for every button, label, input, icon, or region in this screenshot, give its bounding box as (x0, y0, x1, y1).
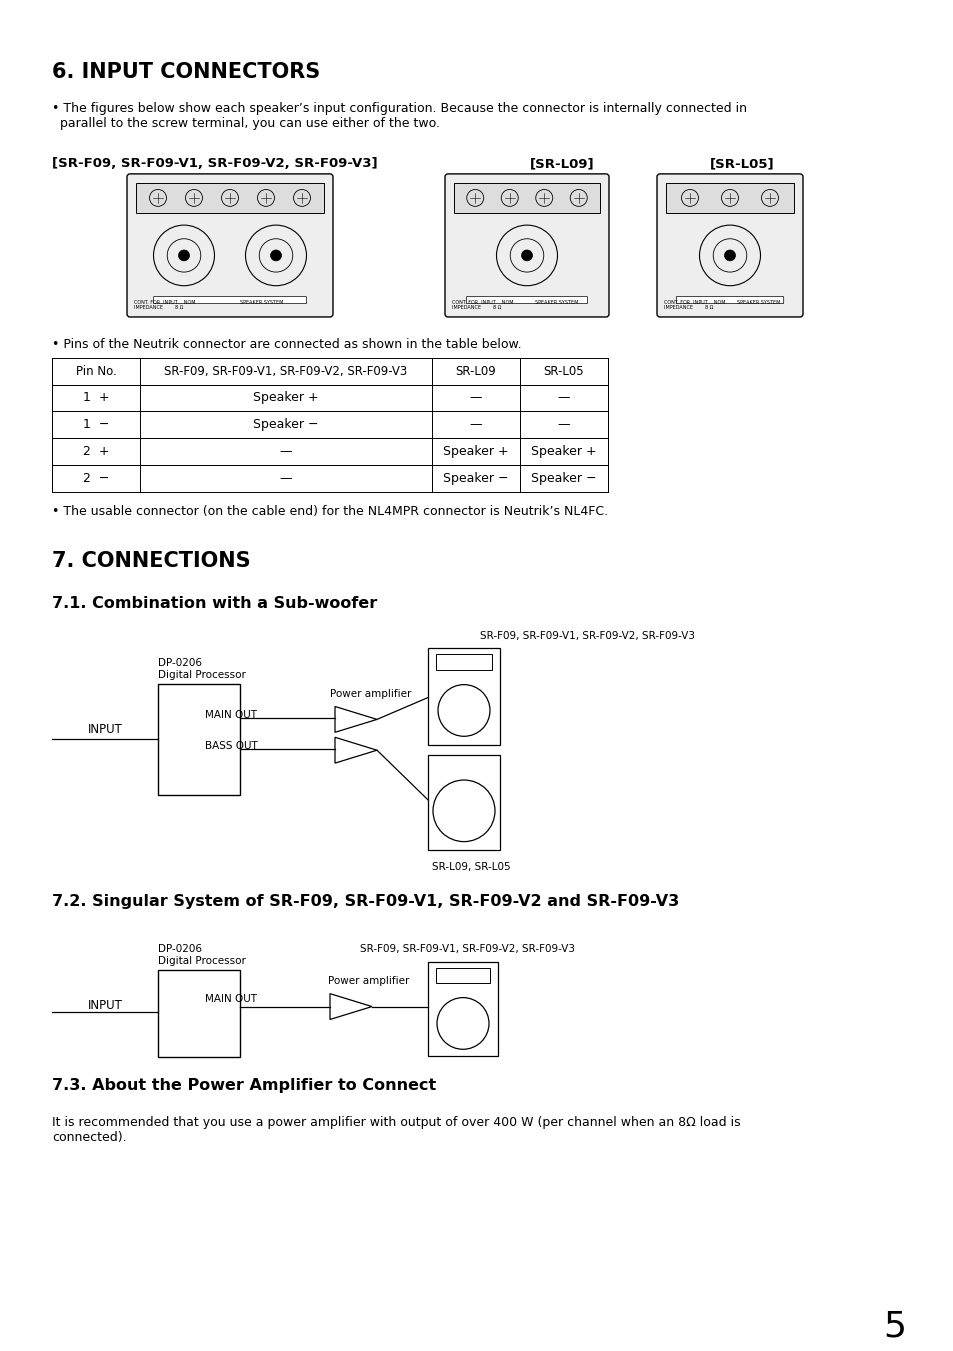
FancyBboxPatch shape (466, 297, 587, 304)
Text: [SR-L05]: [SR-L05] (709, 157, 774, 170)
Circle shape (178, 250, 190, 261)
Text: —: — (558, 392, 570, 404)
Text: 2  −: 2 − (83, 471, 109, 485)
Text: SR-L05: SR-L05 (543, 365, 583, 378)
Circle shape (723, 250, 735, 261)
FancyBboxPatch shape (444, 174, 608, 317)
Bar (436, 654, 492, 670)
Text: • The figures below show each speaker’s input configuration. Because the connect: • The figures below show each speaker’s … (52, 103, 746, 130)
FancyBboxPatch shape (676, 297, 782, 304)
Polygon shape (335, 707, 376, 732)
Text: Speaker +: Speaker + (443, 444, 508, 458)
Text: Digital Processor: Digital Processor (158, 957, 246, 966)
Bar (158, 970, 240, 1058)
Bar (665, 182, 793, 213)
Text: Power amplifier: Power amplifier (328, 975, 409, 986)
Text: INPUT: INPUT (88, 723, 123, 736)
Bar (52, 465, 607, 492)
Text: 2  +: 2 + (83, 444, 110, 458)
Text: —: — (558, 419, 570, 431)
Bar (136, 182, 324, 213)
Text: DP-0206: DP-0206 (158, 658, 202, 667)
Text: Power amplifier: Power amplifier (330, 689, 411, 698)
Text: CONT. FOR  INPUT    NOM: CONT. FOR INPUT NOM (133, 300, 195, 305)
Text: CONT. FOR  INPUT    NOM: CONT. FOR INPUT NOM (452, 300, 513, 305)
Text: SPEAKER SYSTEM: SPEAKER SYSTEM (535, 300, 578, 305)
Text: IMPEDANCE        8 Ω: IMPEDANCE 8 Ω (663, 305, 713, 309)
Text: 1  +: 1 + (83, 392, 110, 404)
Text: SPEAKER SYSTEM: SPEAKER SYSTEM (240, 300, 283, 305)
Text: MAIN OUT: MAIN OUT (205, 993, 256, 1004)
Text: Pin No.: Pin No. (75, 365, 116, 378)
Circle shape (521, 250, 532, 261)
Text: • The usable connector (on the cable end) for the NL4MPR connector is Neutrik’s : • The usable connector (on the cable end… (52, 505, 607, 517)
Text: It is recommended that you use a power amplifier with output of over 400 W (per : It is recommended that you use a power a… (52, 1116, 740, 1144)
Bar (428, 755, 499, 850)
Text: 7.2. Singular System of SR-F09, SR-F09-V1, SR-F09-V2 and SR-F09-V3: 7.2. Singular System of SR-F09, SR-F09-V… (52, 894, 679, 909)
Bar (436, 967, 490, 982)
Text: Speaker −: Speaker − (253, 419, 318, 431)
Text: [SR-F09, SR-F09-V1, SR-F09-V2, SR-F09-V3]: [SR-F09, SR-F09-V1, SR-F09-V2, SR-F09-V3… (52, 157, 377, 170)
Text: INPUT: INPUT (88, 998, 123, 1012)
Text: [SR-L09]: [SR-L09] (530, 157, 594, 170)
Text: Speaker +: Speaker + (253, 392, 318, 404)
FancyBboxPatch shape (657, 174, 802, 317)
Text: —: — (469, 392, 482, 404)
Text: 5: 5 (882, 1309, 905, 1344)
Text: IMPEDANCE        8 Ω: IMPEDANCE 8 Ω (133, 305, 183, 309)
Bar (428, 648, 499, 746)
Text: 7.1. Combination with a Sub-woofer: 7.1. Combination with a Sub-woofer (52, 596, 376, 611)
Text: CONT. FOR  INPUT    NOM: CONT. FOR INPUT NOM (663, 300, 724, 305)
Text: —: — (279, 471, 292, 485)
Bar (454, 182, 599, 213)
Text: Digital Processor: Digital Processor (158, 670, 246, 680)
Text: BASS OUT: BASS OUT (205, 742, 257, 751)
Bar (158, 684, 240, 794)
Text: 7. CONNECTIONS: 7. CONNECTIONS (52, 551, 251, 571)
Bar (52, 411, 607, 438)
Text: SPEAKER SYSTEM: SPEAKER SYSTEM (737, 300, 780, 305)
Text: —: — (469, 419, 482, 431)
Polygon shape (335, 738, 376, 763)
Text: IMPEDANCE        8 Ω: IMPEDANCE 8 Ω (452, 305, 501, 309)
Text: DP-0206: DP-0206 (158, 944, 202, 954)
Bar (52, 438, 607, 465)
Text: • Pins of the Neutrik connector are connected as shown in the table below.: • Pins of the Neutrik connector are conn… (52, 338, 521, 351)
Polygon shape (330, 993, 372, 1020)
FancyBboxPatch shape (127, 174, 333, 317)
Text: SR-F09, SR-F09-V1, SR-F09-V2, SR-F09-V3: SR-F09, SR-F09-V1, SR-F09-V2, SR-F09-V3 (479, 631, 695, 640)
Text: MAIN OUT: MAIN OUT (205, 711, 256, 720)
Text: Speaker −: Speaker − (531, 471, 597, 485)
Text: SR-L09: SR-L09 (456, 365, 496, 378)
FancyBboxPatch shape (153, 297, 306, 304)
Text: SR-F09, SR-F09-V1, SR-F09-V2, SR-F09-V3: SR-F09, SR-F09-V1, SR-F09-V2, SR-F09-V3 (164, 365, 407, 378)
Text: SR-F09, SR-F09-V1, SR-F09-V2, SR-F09-V3: SR-F09, SR-F09-V1, SR-F09-V2, SR-F09-V3 (359, 944, 575, 954)
Text: 7.3. About the Power Amplifier to Connect: 7.3. About the Power Amplifier to Connec… (52, 1078, 436, 1093)
Bar (52, 385, 607, 411)
Text: Speaker −: Speaker − (443, 471, 508, 485)
Circle shape (271, 250, 281, 261)
Text: —: — (279, 444, 292, 458)
Text: 1  −: 1 − (83, 419, 109, 431)
Bar (428, 962, 497, 1056)
Text: Speaker +: Speaker + (531, 444, 597, 458)
Text: 6. INPUT CONNECTORS: 6. INPUT CONNECTORS (52, 62, 320, 81)
Text: SR-L09, SR-L05: SR-L09, SR-L05 (432, 862, 510, 873)
Bar (52, 358, 607, 385)
